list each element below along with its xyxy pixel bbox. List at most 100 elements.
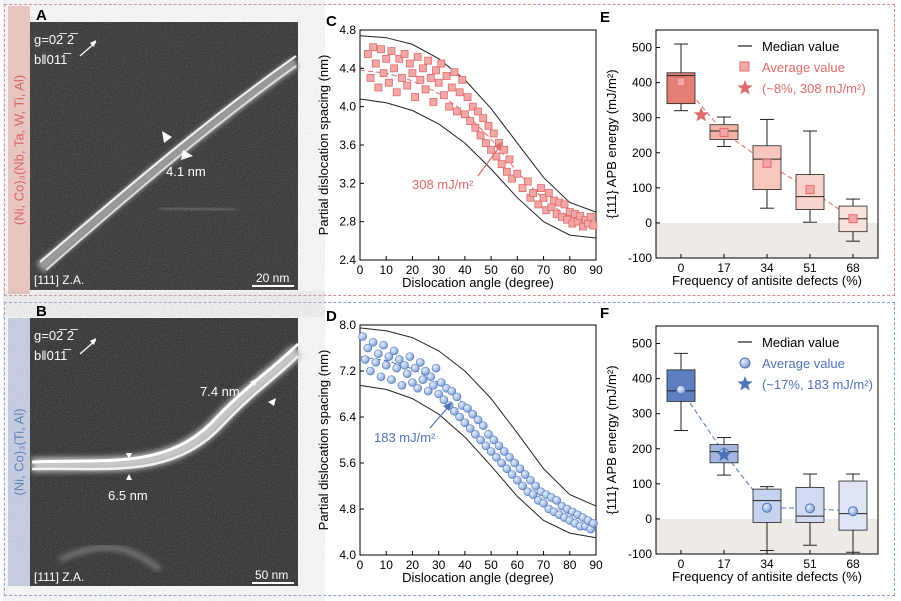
side-label-top: (Ni, Co)₃(Nb, Ta, W, Ti, Al): [8, 6, 30, 294]
data-point: [419, 64, 427, 73]
data-point: [478, 421, 488, 430]
upper-envelope-curve: [359, 35, 597, 213]
b-vector-a: b‖011̅: [34, 52, 71, 67]
data-point: [468, 409, 478, 419]
data-point: [426, 372, 436, 382]
legend-median-label: Median value: [762, 39, 839, 54]
frame-top: [4, 4, 895, 296]
data-point: [374, 83, 383, 92]
x-tick-label: 17: [717, 557, 731, 571]
background-feature-a: [159, 206, 236, 212]
arrowhead-b-upper1: [250, 378, 258, 386]
legend-average-swatch: [739, 357, 751, 369]
mean-marker: [848, 506, 858, 517]
lower-envelope-curve: [359, 384, 597, 539]
data-point: [465, 424, 475, 433]
data-point: [447, 83, 456, 92]
panel-letter-a: A: [36, 7, 47, 24]
data-point: [408, 378, 417, 387]
y-tick-label: 2.4: [339, 253, 356, 267]
x-tick-label: 90: [589, 263, 603, 277]
y-axis-title: {111} APB energy (mJ/m²): [604, 69, 619, 218]
data-point: [400, 360, 409, 370]
data-point: [382, 54, 391, 63]
x-tick-label: 0: [678, 261, 685, 275]
x-tick-label: 50: [484, 558, 498, 572]
x-axis-title: Frequency of antisite defects (%): [672, 273, 862, 288]
data-point: [421, 85, 430, 94]
data-point: [436, 378, 446, 387]
data-point: [368, 337, 378, 347]
data-point: [360, 355, 370, 364]
y-tick-label: 5.6: [339, 456, 356, 470]
y-tick-label: 100: [632, 477, 652, 491]
x-axis-title: Frequency of antisite defects (%): [672, 569, 862, 584]
data-point: [515, 464, 525, 474]
data-point: [397, 381, 407, 390]
zone-axis-a: [111] Z.A.: [34, 273, 84, 287]
data-point: [426, 74, 435, 82]
data-point: [389, 346, 399, 356]
y-tick-label: 200: [632, 442, 652, 456]
spacing-label-a: 4.1 nm: [166, 164, 206, 179]
data-point: [466, 117, 475, 125]
mean-marker: [805, 503, 815, 514]
frame-bottom: [4, 302, 895, 596]
y-tick-label: 4.8: [339, 502, 356, 516]
data-point: [476, 435, 485, 445]
data-point: [395, 355, 404, 364]
data-point: [398, 74, 406, 82]
data-point: [371, 358, 381, 367]
data-point: [374, 349, 383, 359]
data-point: [421, 366, 430, 376]
mean-marker: [762, 158, 772, 168]
side-label-bottom: (Ni, Co)₃(Ti, Al): [8, 318, 30, 586]
direction-arrowhead-b: [90, 338, 96, 345]
data-point: [487, 145, 496, 154]
y-tick-label: 6.4: [339, 410, 356, 424]
upper-envelope-curve: [359, 327, 597, 507]
annotation-arrowhead: [494, 142, 502, 151]
data-point: [481, 441, 491, 451]
data-point: [429, 97, 438, 106]
data-point: [403, 81, 412, 90]
data-point: [507, 470, 517, 479]
data-point: [560, 200, 569, 209]
x-tick-label: 70: [537, 263, 551, 277]
x-tick-label: 30: [432, 263, 446, 277]
legend-average-swatch: [739, 61, 750, 72]
data-point: [410, 363, 420, 373]
x-tick-label: 30: [432, 558, 446, 572]
panel-letter-b: B: [36, 303, 47, 320]
chart-f: F -100 0 100 200 300 400 500 0 17 34 51 68Frequency …: [600, 305, 879, 584]
data-point: [447, 386, 457, 396]
y-tick-label: 500: [632, 337, 652, 351]
mean-marker: [676, 384, 686, 395]
x-tick-label: 80: [563, 558, 577, 572]
data-point: [384, 352, 394, 361]
data-point: [520, 470, 530, 479]
legend-star-label: (~17%, 183 mJ/m²): [762, 377, 873, 392]
data-point: [408, 69, 417, 78]
data-point: [416, 358, 425, 367]
x-tick-label: 17: [717, 261, 731, 275]
data-point: [431, 363, 441, 373]
star-marker: [716, 446, 732, 462]
data-point: [513, 169, 522, 178]
annotation-arrow: [429, 405, 450, 429]
data-point: [434, 389, 443, 399]
data-point: [369, 43, 378, 52]
data-point: [481, 139, 490, 147]
data-point: [505, 452, 514, 462]
data-point: [518, 481, 527, 491]
x-tick-label: 60: [511, 558, 525, 572]
data-point: [458, 75, 467, 84]
energy-annotation: 308 mJ/m²: [412, 177, 474, 192]
y-tick-label: 0: [645, 216, 652, 230]
data-point: [429, 381, 438, 390]
partial-line-b1: [31, 342, 300, 464]
y-tick-label: -100: [628, 251, 652, 265]
data-point: [432, 66, 440, 75]
data-point: [526, 475, 535, 485]
